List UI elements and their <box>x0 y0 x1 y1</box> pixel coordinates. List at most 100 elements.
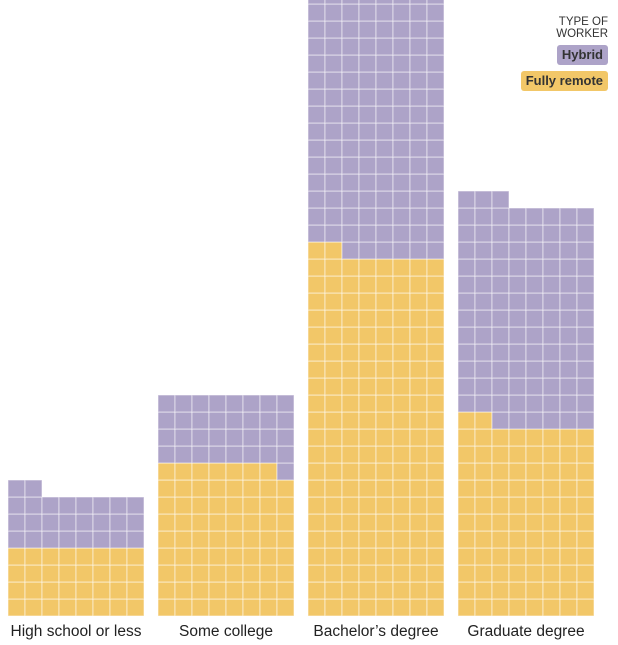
waffle-cell-hybrid <box>559 275 578 294</box>
waffle-cell-fully-remote <box>392 428 411 447</box>
waffle-cell-hybrid <box>307 224 326 243</box>
waffle-cell-fully-remote <box>375 530 394 549</box>
waffle-cell-fully-remote <box>75 564 94 583</box>
waffle-cell-hybrid <box>242 394 261 413</box>
waffle-cell-fully-remote <box>157 513 176 532</box>
waffle-cell-fully-remote <box>191 530 210 549</box>
waffle-cell-fully-remote <box>392 326 411 345</box>
waffle-cell-fully-remote <box>324 445 343 464</box>
waffle-cell-fully-remote <box>225 581 244 600</box>
waffle-cell-fully-remote <box>225 462 244 481</box>
waffle-cell-fully-remote <box>208 598 227 617</box>
waffle-cell-fully-remote <box>474 564 493 583</box>
waffle-cell-fully-remote <box>576 462 595 481</box>
waffle-cell-hybrid <box>542 360 561 379</box>
waffle-cell-fully-remote <box>191 462 210 481</box>
waffle-cell-fully-remote <box>41 564 60 583</box>
waffle-cell-fully-remote <box>307 292 326 311</box>
waffle-cell-fully-remote <box>508 564 527 583</box>
waffle-cell-hybrid <box>559 394 578 413</box>
waffle-cell-hybrid <box>457 309 476 328</box>
waffle-cell-hybrid <box>491 241 510 260</box>
waffle-cell-fully-remote <box>375 275 394 294</box>
waffle-cell-hybrid <box>307 156 326 175</box>
waffle-cell-hybrid <box>242 411 261 430</box>
waffle-cell-fully-remote <box>174 496 193 515</box>
waffle-cell-hybrid <box>392 190 411 209</box>
waffle-cell-fully-remote <box>109 564 128 583</box>
waffle-cell-fully-remote <box>242 598 261 617</box>
waffle-cell-fully-remote <box>225 496 244 515</box>
waffle-cell-hybrid <box>508 394 527 413</box>
waffle-cell-hybrid <box>508 207 527 226</box>
waffle-cell-fully-remote <box>358 564 377 583</box>
waffle-cell-fully-remote <box>375 513 394 532</box>
waffle-cell-fully-remote <box>392 394 411 413</box>
waffle-cell-hybrid <box>392 37 411 56</box>
waffle-cell-fully-remote <box>259 479 278 498</box>
waffle-cell-hybrid <box>392 88 411 107</box>
waffle-cell-fully-remote <box>426 275 445 294</box>
waffle-cell-fully-remote <box>491 496 510 515</box>
waffle-cell-fully-remote <box>375 258 394 277</box>
waffle-cell-fully-remote <box>392 479 411 498</box>
waffle-cell-fully-remote <box>559 428 578 447</box>
waffle-cell-fully-remote <box>358 411 377 430</box>
waffle-cell-fully-remote <box>457 513 476 532</box>
waffle-cell-hybrid <box>542 292 561 311</box>
waffle-cell-fully-remote <box>392 411 411 430</box>
waffle-cell-fully-remote <box>426 445 445 464</box>
waffle-cell-fully-remote <box>508 598 527 617</box>
waffle-cell-hybrid <box>474 326 493 345</box>
waffle-cell-fully-remote <box>307 513 326 532</box>
waffle-cell-hybrid <box>474 360 493 379</box>
waffle-cell-hybrid <box>307 173 326 192</box>
waffle-cell-hybrid <box>508 411 527 430</box>
waffle-cell-hybrid <box>324 0 343 5</box>
waffle-cell-fully-remote <box>392 462 411 481</box>
waffle-cell-fully-remote <box>341 581 360 600</box>
waffle-cell-hybrid <box>426 105 445 124</box>
waffle-cell-hybrid <box>341 190 360 209</box>
waffle-cell-hybrid <box>324 122 343 141</box>
waffle-cell-fully-remote <box>259 547 278 566</box>
waffle-cell-hybrid <box>542 241 561 260</box>
waffle-cell-fully-remote <box>358 292 377 311</box>
waffle-cell-hybrid <box>392 20 411 39</box>
waffle-cell-fully-remote <box>426 547 445 566</box>
waffle-cell-fully-remote <box>157 598 176 617</box>
waffle-cell-fully-remote <box>208 496 227 515</box>
waffle-cell-fully-remote <box>58 598 77 617</box>
waffle-cell-fully-remote <box>409 394 428 413</box>
waffle-cell-hybrid <box>576 343 595 362</box>
waffle-cell-hybrid <box>525 309 544 328</box>
waffle-cell-hybrid <box>109 496 128 515</box>
waffle-cell-hybrid <box>525 275 544 294</box>
waffle-cell-fully-remote <box>576 530 595 549</box>
waffle-cell-fully-remote <box>426 309 445 328</box>
waffle-cell-hybrid <box>525 258 544 277</box>
waffle-cell-fully-remote <box>409 547 428 566</box>
waffle-cell-hybrid <box>324 20 343 39</box>
waffle-cell-fully-remote <box>392 513 411 532</box>
waffle-cell-fully-remote <box>474 530 493 549</box>
waffle-cell-hybrid <box>324 224 343 243</box>
waffle-cell-fully-remote <box>157 479 176 498</box>
waffle-cell-fully-remote <box>457 564 476 583</box>
waffle-cell-fully-remote <box>259 513 278 532</box>
waffle-cell-fully-remote <box>341 428 360 447</box>
waffle-cell-fully-remote <box>559 445 578 464</box>
waffle-cell-hybrid <box>474 241 493 260</box>
waffle-cell-fully-remote <box>426 377 445 396</box>
waffle-cell-hybrid <box>307 3 326 22</box>
waffle-cell-hybrid <box>358 71 377 90</box>
waffle-cell-hybrid <box>491 411 510 430</box>
waffle-column-bachelor-s-degree <box>307 0 445 617</box>
waffle-cell-hybrid <box>576 224 595 243</box>
waffle-cell-fully-remote <box>457 496 476 515</box>
waffle-cell-fully-remote <box>324 377 343 396</box>
waffle-cell-fully-remote <box>375 496 394 515</box>
waffle-cell-fully-remote <box>174 462 193 481</box>
waffle-cell-fully-remote <box>392 496 411 515</box>
waffle-cell-fully-remote <box>208 513 227 532</box>
